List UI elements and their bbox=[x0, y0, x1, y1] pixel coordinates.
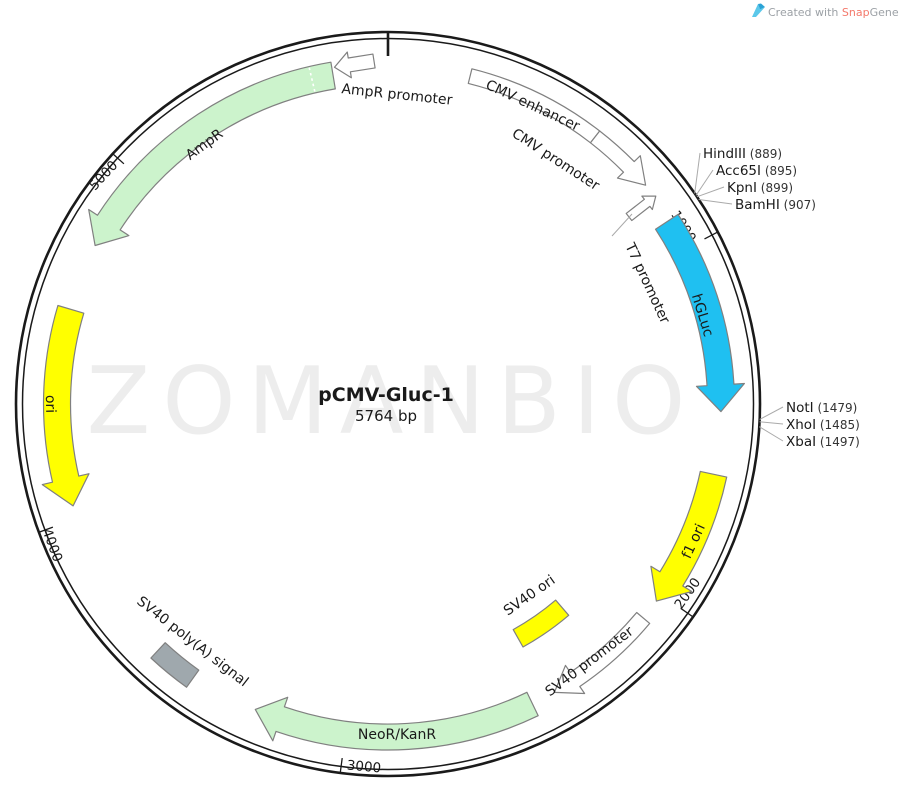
site-leader-line-BamHI bbox=[698, 199, 733, 205]
tick-mark-5000 bbox=[112, 153, 125, 165]
site-label-Acc65I[interactable]: Acc65I (895) bbox=[716, 163, 797, 179]
site-name-BamHI[interactable]: BamHI bbox=[735, 197, 780, 213]
credit-prefix: Created with bbox=[768, 6, 842, 19]
feature-sv40-promoter[interactable] bbox=[553, 611, 651, 695]
site-leader-line-XhoI bbox=[759, 421, 784, 425]
feature-label-neor-kanr[interactable]: NeoR/KanR bbox=[358, 727, 436, 743]
feature-f1-ori[interactable] bbox=[650, 470, 728, 602]
feature-hgluc[interactable] bbox=[654, 213, 745, 413]
site-label-NotI[interactable]: NotI (1479) bbox=[786, 400, 857, 416]
feature-label-sv40-promoter[interactable]: SV40 promoter bbox=[543, 623, 637, 700]
feature-sv40-polya[interactable] bbox=[150, 642, 200, 688]
site-leader-line-HindIII bbox=[694, 152, 701, 194]
tick-label-5000: 5000 bbox=[86, 158, 121, 194]
credit-brand-primary: Snap bbox=[842, 6, 870, 19]
tick-mark-3000 bbox=[339, 758, 343, 773]
site-label-HindIII[interactable]: HindIII (889) bbox=[703, 146, 782, 162]
site-label-KpnI[interactable]: KpnI (899) bbox=[727, 180, 793, 196]
feature-ori[interactable] bbox=[41, 304, 90, 507]
site-name-Acc65I[interactable]: Acc65I bbox=[716, 163, 761, 179]
feature-label-ori[interactable]: ori bbox=[42, 395, 58, 413]
feature-label-ampr-promoter[interactable]: AmpR promoter bbox=[341, 81, 454, 109]
feature-t7-promoter-arrow[interactable] bbox=[624, 189, 661, 223]
tick-mark-4000 bbox=[39, 526, 54, 533]
feature-ampr-promoter-arrow[interactable] bbox=[332, 48, 376, 80]
feature-sv40-ori[interactable] bbox=[512, 599, 570, 648]
feature-divider-dotted-0 bbox=[308, 66, 316, 92]
tick-mark-1000 bbox=[704, 231, 718, 240]
site-position-XbaI: (1497) bbox=[816, 435, 860, 449]
feature-label-t7-promoter[interactable]: T7 promoter bbox=[621, 240, 673, 327]
site-leader-line-XbaI bbox=[759, 426, 784, 442]
site-label-XhoI[interactable]: XhoI (1485) bbox=[786, 417, 860, 433]
credit-text: Created with SnapGene® bbox=[768, 6, 900, 19]
site-name-NotI[interactable]: NotI bbox=[786, 400, 814, 416]
feature-cmv-promoter[interactable] bbox=[589, 130, 647, 186]
plasmid-title: pCMV-Gluc-1 bbox=[318, 384, 454, 406]
tick-label-3000: 3000 bbox=[346, 758, 382, 777]
site-name-HindIII[interactable]: HindIII bbox=[703, 146, 746, 162]
site-position-NotI: (1479) bbox=[814, 401, 858, 415]
credit-brand-secondary: Gene® bbox=[870, 6, 900, 19]
site-name-KpnI[interactable]: KpnI bbox=[727, 180, 757, 196]
tick-mark-2000 bbox=[680, 607, 693, 618]
feature-ampr[interactable] bbox=[88, 61, 336, 247]
watermark: ZOMANBIO bbox=[87, 347, 698, 455]
plasmid-size-label: 5764 bp bbox=[355, 407, 417, 425]
feature-leader-line-t7-promoter bbox=[611, 213, 633, 237]
site-name-XbaI[interactable]: XbaI bbox=[786, 434, 816, 450]
site-leader-line-NotI bbox=[759, 406, 784, 420]
site-label-BamHI[interactable]: BamHI (907) bbox=[735, 197, 816, 213]
site-leader-line-KpnI bbox=[696, 186, 725, 198]
site-position-XhoI: (1485) bbox=[816, 418, 860, 432]
snapgene-credit: Created with SnapGene® bbox=[752, 3, 900, 19]
site-position-HindIII: (889) bbox=[746, 147, 782, 161]
site-label-XbaI[interactable]: XbaI (1497) bbox=[786, 434, 860, 450]
site-position-KpnI: (899) bbox=[757, 181, 793, 195]
feature-neor-kanr[interactable] bbox=[254, 691, 539, 751]
snapgene-logo-icon-accent bbox=[758, 3, 765, 10]
site-position-BamHI: (907) bbox=[780, 198, 816, 212]
site-name-XhoI[interactable]: XhoI bbox=[786, 417, 816, 433]
site-leader-line-Acc65I bbox=[695, 169, 714, 196]
snapgene-logo-icon bbox=[752, 4, 765, 17]
site-position-Acc65I: (895) bbox=[761, 164, 797, 178]
